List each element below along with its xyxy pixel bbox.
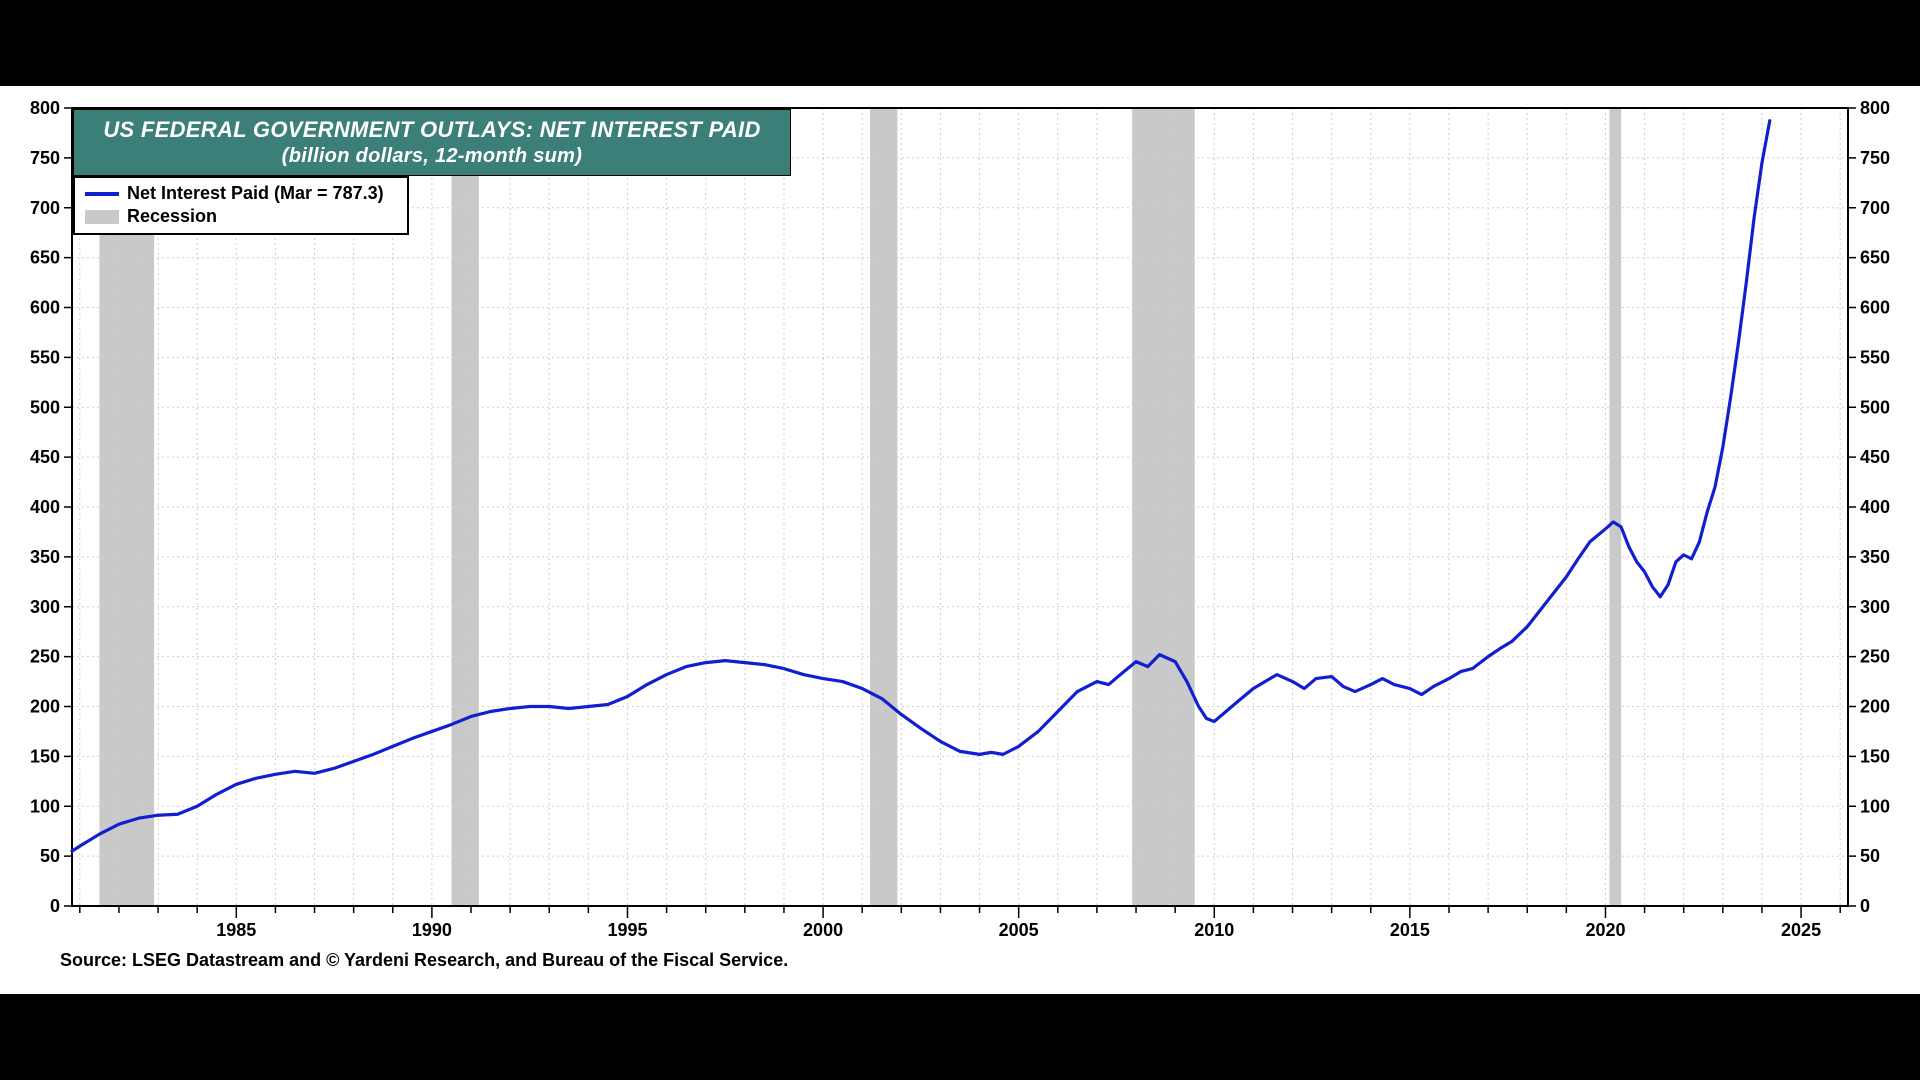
svg-text:700: 700 bbox=[30, 198, 60, 218]
legend: Net Interest Paid (Mar = 787.3) Recessio… bbox=[73, 176, 409, 235]
svg-text:550: 550 bbox=[1860, 347, 1890, 367]
svg-text:750: 750 bbox=[30, 148, 60, 168]
svg-text:200: 200 bbox=[1860, 697, 1890, 717]
svg-text:700: 700 bbox=[1860, 198, 1890, 218]
svg-text:2020: 2020 bbox=[1585, 920, 1625, 940]
svg-text:800: 800 bbox=[30, 98, 60, 118]
chart-title: US FEDERAL GOVERNMENT OUTLAYS: NET INTER… bbox=[73, 109, 791, 176]
svg-text:350: 350 bbox=[30, 547, 60, 567]
svg-text:500: 500 bbox=[1860, 397, 1890, 417]
svg-text:250: 250 bbox=[1860, 647, 1890, 667]
svg-text:100: 100 bbox=[1860, 796, 1890, 816]
svg-text:800: 800 bbox=[1860, 98, 1890, 118]
svg-text:2000: 2000 bbox=[803, 920, 843, 940]
chart-title-line1: US FEDERAL GOVERNMENT OUTLAYS: NET INTER… bbox=[90, 116, 774, 144]
svg-text:500: 500 bbox=[30, 397, 60, 417]
legend-recession-label: Recession bbox=[127, 205, 217, 228]
source-text: Source: LSEG Datastream and © Yardeni Re… bbox=[60, 950, 788, 971]
legend-row-recession: Recession bbox=[85, 205, 397, 228]
legend-series-label: Net Interest Paid (Mar = 787.3) bbox=[127, 182, 384, 205]
svg-text:750: 750 bbox=[1860, 148, 1890, 168]
svg-text:2015: 2015 bbox=[1390, 920, 1430, 940]
svg-text:1985: 1985 bbox=[216, 920, 256, 940]
svg-text:600: 600 bbox=[1860, 298, 1890, 318]
svg-text:2005: 2005 bbox=[999, 920, 1039, 940]
legend-recession-swatch bbox=[85, 210, 119, 224]
svg-text:1995: 1995 bbox=[607, 920, 647, 940]
svg-text:150: 150 bbox=[30, 746, 60, 766]
svg-text:400: 400 bbox=[30, 497, 60, 517]
svg-text:450: 450 bbox=[30, 447, 60, 467]
svg-text:100: 100 bbox=[30, 796, 60, 816]
svg-text:550: 550 bbox=[30, 347, 60, 367]
svg-text:2010: 2010 bbox=[1194, 920, 1234, 940]
svg-text:200: 200 bbox=[30, 697, 60, 717]
chart-title-line2: (billion dollars, 12-month sum) bbox=[90, 144, 774, 169]
svg-text:450: 450 bbox=[1860, 447, 1890, 467]
legend-line-swatch bbox=[85, 192, 119, 196]
svg-text:300: 300 bbox=[1860, 597, 1890, 617]
svg-text:50: 50 bbox=[40, 846, 60, 866]
svg-text:350: 350 bbox=[1860, 547, 1890, 567]
svg-text:0: 0 bbox=[50, 896, 60, 916]
svg-text:650: 650 bbox=[1860, 248, 1890, 268]
legend-row-series: Net Interest Paid (Mar = 787.3) bbox=[85, 182, 397, 205]
svg-text:50: 50 bbox=[1860, 846, 1880, 866]
svg-text:0: 0 bbox=[1860, 896, 1870, 916]
svg-text:650: 650 bbox=[30, 248, 60, 268]
svg-text:250: 250 bbox=[30, 647, 60, 667]
svg-text:400: 400 bbox=[1860, 497, 1890, 517]
svg-text:600: 600 bbox=[30, 298, 60, 318]
svg-text:2025: 2025 bbox=[1781, 920, 1821, 940]
svg-text:150: 150 bbox=[1860, 746, 1890, 766]
svg-text:300: 300 bbox=[30, 597, 60, 617]
svg-text:1990: 1990 bbox=[412, 920, 452, 940]
